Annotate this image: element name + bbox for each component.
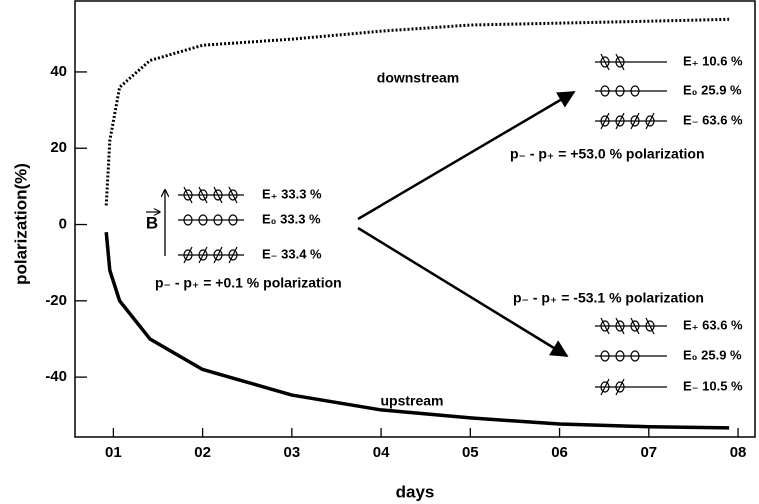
state-row: E₊ 63.6 % (683, 317, 743, 332)
series-line (106, 19, 729, 205)
state-row: E₀ 33.3 % (262, 211, 321, 226)
state-row: E₋ 10.5 % (683, 378, 743, 393)
polarization-label: p₋ - p₊ = +0.1 % polarization (155, 275, 342, 291)
x-axis-label: days (396, 482, 435, 501)
y-tick-label: 0 (59, 215, 67, 232)
y-axis-label: polarization(%) (11, 163, 30, 285)
x-tick-label: 07 (640, 444, 657, 461)
plot-frame (75, 1, 755, 437)
x-tick-label: 04 (373, 444, 390, 461)
x-tick-label: 03 (284, 444, 301, 461)
x-tick-label: 08 (730, 444, 747, 461)
chart: days polarization(%) downstream upstream… (0, 0, 759, 504)
field-label: B (146, 213, 158, 232)
state-row: E₊ 33.3 % (262, 186, 322, 201)
y-tick-label: 20 (50, 139, 67, 156)
state-row: E₀ 25.9 % (683, 82, 742, 97)
state-row: E₋ 63.6 % (683, 112, 743, 127)
x-tick-label: 06 (551, 444, 568, 461)
series-label: downstream (377, 70, 459, 86)
polarization-label: p₋ - p₊ = +53.0 % polarization (510, 146, 705, 162)
series-label: upstream (380, 393, 443, 409)
y-tick-label: -20 (45, 292, 67, 309)
state-row: E₋ 33.4 % (262, 246, 322, 261)
polarization-label: p₋ - p₊ = -53.1 % polarization (513, 290, 704, 306)
y-tick-label: -40 (45, 368, 67, 385)
x-tick-label: 02 (194, 444, 211, 461)
x-tick-label: 01 (105, 444, 122, 461)
x-tick-label: 05 (462, 444, 479, 461)
state-row: E₊ 10.6 % (683, 53, 743, 68)
state-row: E₀ 25.9 % (683, 347, 742, 362)
y-tick-label: 40 (50, 63, 67, 80)
